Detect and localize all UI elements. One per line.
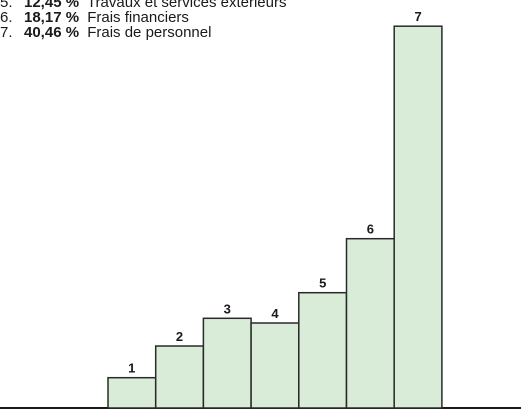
bar-label-1: 1: [128, 361, 135, 376]
legend-item-number: 6.: [0, 9, 13, 26]
bar-label-5: 5: [319, 276, 326, 291]
legend-item-percent: 18,17 %: [24, 9, 80, 26]
bar-label-3: 3: [224, 301, 231, 316]
bar-label-2: 2: [176, 329, 183, 344]
legend-item-percent: 12,45 %: [24, 0, 80, 11]
bar-4: [250, 322, 300, 409]
legend-item-label: Travaux et services extérieurs: [86, 0, 287, 11]
bar-6: [345, 237, 395, 409]
bar-5: [298, 291, 348, 409]
legend-item-label: Frais de personnel: [87, 24, 212, 41]
legend-item-label: Frais financiers: [87, 9, 189, 26]
bar-1: [107, 376, 157, 409]
legend-item-percent: 40,46 %: [24, 24, 80, 41]
legend-item: 5. 12,45 % Travaux et services extérieurs: [0, 0, 286, 10]
legend-item: 7. 40,46 % Frais de personnel: [0, 25, 286, 40]
bar-3: [202, 317, 252, 409]
bar-2: [154, 345, 205, 409]
bars-group: [107, 25, 443, 409]
bar-label-4: 4: [271, 306, 279, 321]
legend-item-number: 7.: [0, 24, 13, 41]
legend-item: 6. 18,17 % Frais financiers: [0, 10, 286, 25]
bar-7: [393, 25, 443, 409]
bar-label-6: 6: [367, 222, 374, 237]
chart-legend: 5. 12,45 % Travaux et services extérieurs…: [0, 0, 286, 40]
legend-item-number: 5.: [0, 0, 13, 11]
bar-labels-group: 1 2 3 4 5 6 7: [128, 9, 422, 376]
bar-label-7: 7: [414, 9, 421, 24]
